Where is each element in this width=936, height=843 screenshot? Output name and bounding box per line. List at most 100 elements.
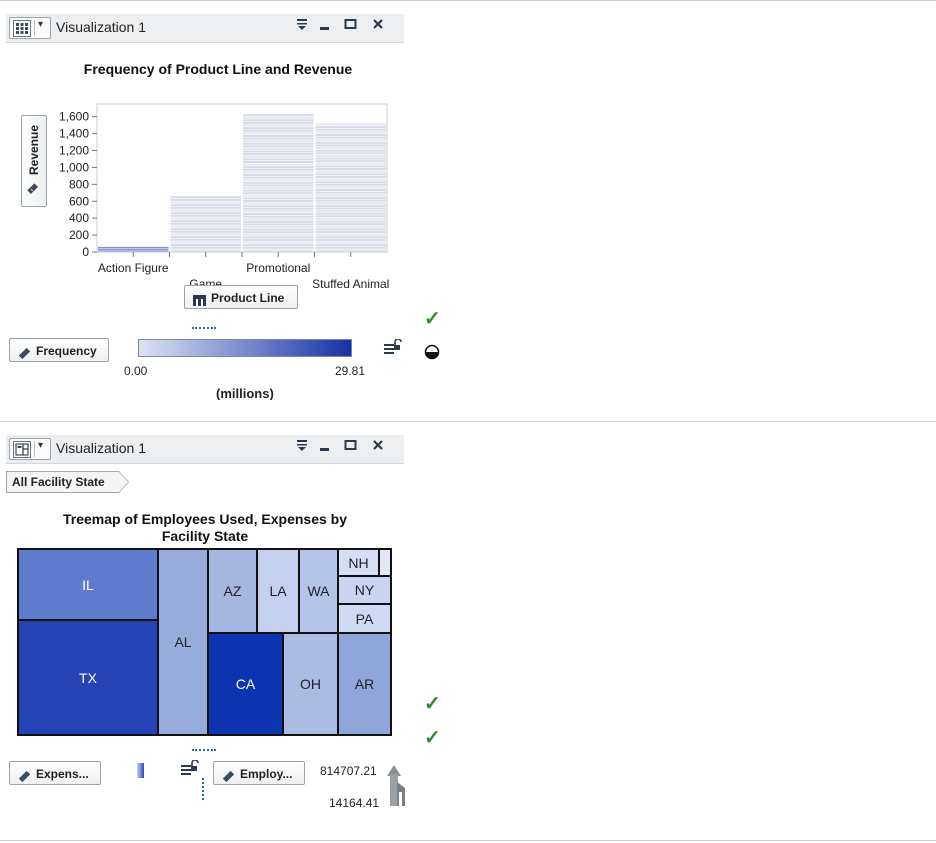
heatmap-cell <box>315 160 386 163</box>
heatmap-cell <box>243 181 314 184</box>
vertical-splitter-handle[interactable] <box>202 778 206 800</box>
visualization-type-button[interactable]: ▾ <box>9 438 51 460</box>
heatmap-cell <box>243 223 314 226</box>
heatmap-cell <box>315 189 386 192</box>
heatmap-cell <box>170 220 241 223</box>
treemap-tile[interactable]: PA <box>337 603 392 634</box>
treemap-tile[interactable]: AL <box>157 548 209 736</box>
treemap-tile[interactable]: AR <box>337 632 392 736</box>
x-axis-role-button[interactable]: Product Line <box>184 285 298 309</box>
heatmap-cell <box>315 183 386 186</box>
treemap-tile[interactable]: LA <box>256 548 300 634</box>
heatmap-cell <box>243 225 314 228</box>
treemap-tile[interactable]: IL <box>17 548 159 621</box>
heatmap-cell <box>315 199 386 202</box>
heatmap-cell <box>243 228 314 231</box>
checkmark-icon: ✓ <box>424 308 441 330</box>
size-role-button[interactable]: Expens... <box>9 761 101 785</box>
y-tick-label: 0 <box>82 245 89 259</box>
maximize-icon[interactable] <box>344 17 358 35</box>
color-legend-slider[interactable] <box>385 762 407 813</box>
maximize-icon[interactable] <box>344 438 358 456</box>
minimize-icon[interactable] <box>319 438 331 456</box>
visualization-panel-1: ▾ Visualization 1 Frequency of Product L… <box>0 14 441 404</box>
legend-min: 0.00 <box>124 364 148 378</box>
heatmap-cell <box>315 175 386 178</box>
heatmap-cell <box>243 238 314 241</box>
heatmap-cell <box>315 212 386 215</box>
color-gradient-legend <box>138 339 352 357</box>
more-options-icon[interactable] <box>296 17 308 35</box>
y-tick-label: 1,600 <box>59 110 89 124</box>
chevron-down-icon: ▾ <box>38 440 44 451</box>
treemap-tile-small[interactable] <box>378 548 392 577</box>
measure-icon <box>18 767 31 783</box>
treemap-tile[interactable]: WA <box>298 548 339 634</box>
heatmap-cell <box>243 184 314 187</box>
heatmap-column[interactable] <box>170 196 242 252</box>
heatmap-cell <box>170 198 241 201</box>
heatmap-cell <box>243 176 314 179</box>
y-tick-label: 1,200 <box>59 144 89 158</box>
close-icon[interactable] <box>372 17 384 35</box>
heatmap-cell <box>243 140 314 143</box>
heatmap-cell <box>243 189 314 192</box>
heatmap-cell <box>315 249 386 252</box>
treemap-tile[interactable]: TX <box>17 619 159 736</box>
heatmap-cell <box>243 168 314 171</box>
lock-scale-icon[interactable] <box>383 338 403 360</box>
heatmap-cell <box>170 209 241 212</box>
splitter-handle[interactable] <box>192 327 216 331</box>
visualization-type-button[interactable]: ▾ <box>9 17 51 39</box>
color-legend-max: 814707.21 <box>320 764 377 778</box>
heatmap-cell <box>170 201 241 204</box>
checkmark-icon: ✓ <box>424 693 441 715</box>
lock-scale-icon[interactable] <box>180 759 200 781</box>
treemap-tile[interactable]: NY <box>337 575 392 605</box>
measure-icon <box>222 767 235 783</box>
more-options-icon[interactable] <box>296 438 308 456</box>
heatmap-cell <box>170 217 241 220</box>
y-axis-role-button[interactable]: Revenue <box>21 115 47 207</box>
heatmap-column[interactable] <box>98 246 169 252</box>
heatmap-cell <box>315 154 386 157</box>
heatmap-cell <box>243 158 314 161</box>
heatmap-column[interactable] <box>243 114 314 252</box>
measure-icon <box>18 344 31 360</box>
checkmark-icon: ✓ <box>424 727 441 749</box>
treemap-tile[interactable]: NH <box>337 548 380 577</box>
treemap-tile[interactable]: AZ <box>207 548 258 634</box>
treemap-tile[interactable]: OH <box>282 632 339 736</box>
frequency-role-button[interactable]: Frequency <box>9 338 109 362</box>
x-tick-label: Action Figure <box>98 261 169 275</box>
minimize-icon[interactable] <box>319 17 331 35</box>
color-role-button[interactable]: Employ... <box>213 761 305 785</box>
heatmap-cell <box>170 222 241 225</box>
breadcrumb[interactable]: All Facility State <box>6 471 129 493</box>
x-tick-label: Promotional <box>246 261 310 275</box>
heatmap-cell <box>315 225 386 228</box>
heatmap-cell <box>315 165 386 168</box>
treemap-tile[interactable]: CA <box>207 632 284 736</box>
heatmap-cell <box>243 153 314 156</box>
heatmap-cell <box>315 139 386 142</box>
grid-icon <box>13 20 31 37</box>
heatmap-cell <box>315 173 386 176</box>
heatmap-cell <box>315 162 386 165</box>
treemap-icon <box>13 441 31 458</box>
heatmap-cell <box>170 249 241 252</box>
splitter-handle[interactable] <box>192 749 216 753</box>
heatmap-cell <box>315 149 386 152</box>
close-icon[interactable] <box>372 438 384 456</box>
treemap-title-line-1: Treemap of Employees Used, Expenses by <box>62 511 347 527</box>
heatmap-cell <box>315 228 386 231</box>
heatmap-cell <box>315 210 386 213</box>
heatmap-cell <box>243 173 314 176</box>
y-tick-label: 600 <box>69 194 89 208</box>
heatmap-cell <box>315 136 386 139</box>
heatmap-cell <box>315 244 386 247</box>
heatmap-cell <box>243 197 314 200</box>
heatmap-cell <box>243 207 314 210</box>
heatmap-column[interactable] <box>315 123 387 252</box>
heatmap-cell <box>243 166 314 169</box>
